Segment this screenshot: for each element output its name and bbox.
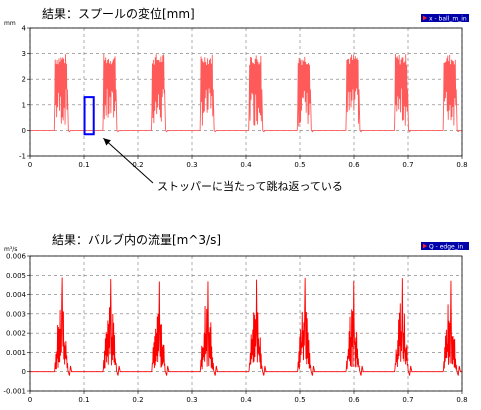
chart2-x-ticks: 0 0.1 0.2 0.3 0.4 0.5 0.6 0.7 0.8 [28,391,468,404]
chart2-series-line [30,277,462,376]
c2-ytick-label-4: 0.002 [6,330,26,338]
chart1-legend-marker [423,15,427,21]
c1-ytick-label-1: 3 [22,50,26,58]
chart2-legend-box [421,242,469,250]
c1-xtick-label-6: 0.6 [348,161,360,169]
chart1-y-unit: mm [4,20,16,27]
c2-ytick-label-7: -0.001 [3,388,26,396]
chart1-legend-label: x - ball_m_in [429,16,467,23]
chart1-annotation-arrow [103,137,154,184]
chart2-legend-marker [423,243,427,249]
c2-xtick-label-2: 0.2 [132,396,143,404]
chart1-annotation-text: ストッパーに当たって跳ね返っている [157,179,343,193]
c2-xtick-label-3: 0.3 [186,396,197,404]
c2-xtick-label-0: 0 [28,396,32,404]
chart1-series-line [30,53,462,133]
c1-ytick-label-0: 4 [22,25,27,33]
chart2-y-unit: m³/s [4,246,17,253]
chart1-legend: x - ball_m_in [421,14,469,23]
chart1-legend-box [421,14,469,22]
c1-xtick-label-4: 0.4 [240,161,252,169]
c1-xtick-label-2: 0.2 [132,161,143,169]
c2-ytick-label-5: 0.001 [6,349,26,357]
chart2-plot-frame [29,255,463,392]
chart1-x-ticks: 0 0.1 0.2 0.3 0.4 0.5 0.6 0.7 0.8 [28,156,468,169]
c2-xtick-label-6: 0.6 [348,396,360,404]
chart1-y-ticks: 4 3 2 1 0 -1 [19,25,30,161]
c1-xtick-label-1: 0.1 [78,161,89,169]
chart1-annotation-arrowhead [103,138,111,146]
c2-xtick-label-7: 0.7 [402,396,413,404]
chart1-highlight-box [83,96,95,136]
c1-xtick-label-7: 0.7 [402,161,413,169]
chart2-grid [29,255,463,392]
c2-xtick-label-8: 0.8 [456,396,467,404]
c1-ytick-label-4: 0 [22,127,26,135]
chart2-title: 結果：バルブ内の流量[m^3/s] [52,232,221,247]
c1-xtick-label-8: 0.8 [456,161,467,169]
chart1-title: 結果：スプールの変位[mm] [42,6,195,21]
chart1-plot-frame [29,27,463,157]
c2-ytick-label-0: 0.006 [6,253,27,261]
c2-xtick-label-1: 0.1 [78,396,89,404]
chart2-legend-label: Q - edge_in [429,244,463,251]
c1-ytick-label-2: 2 [22,76,26,84]
c1-xtick-label-3: 0.3 [186,161,197,169]
c1-xtick-label-5: 0.5 [294,161,305,169]
c1-xtick-label-0: 0 [28,161,32,169]
c1-ytick-label-3: 1 [22,101,26,109]
c2-ytick-label-6: 0 [22,368,26,376]
chart2-legend: Q - edge_in [421,242,469,251]
c2-xtick-label-4: 0.4 [240,396,252,404]
c2-xtick-label-5: 0.5 [294,396,305,404]
c2-ytick-label-2: 0.004 [6,291,27,299]
c2-ytick-label-3: 0.003 [6,310,26,318]
c1-ytick-label-5: -1 [19,153,26,161]
c2-ytick-label-1: 0.005 [6,272,26,280]
chart2-y-ticks: 0.006 0.005 0.004 0.003 0.002 0.001 0 -0.001 [3,253,30,396]
